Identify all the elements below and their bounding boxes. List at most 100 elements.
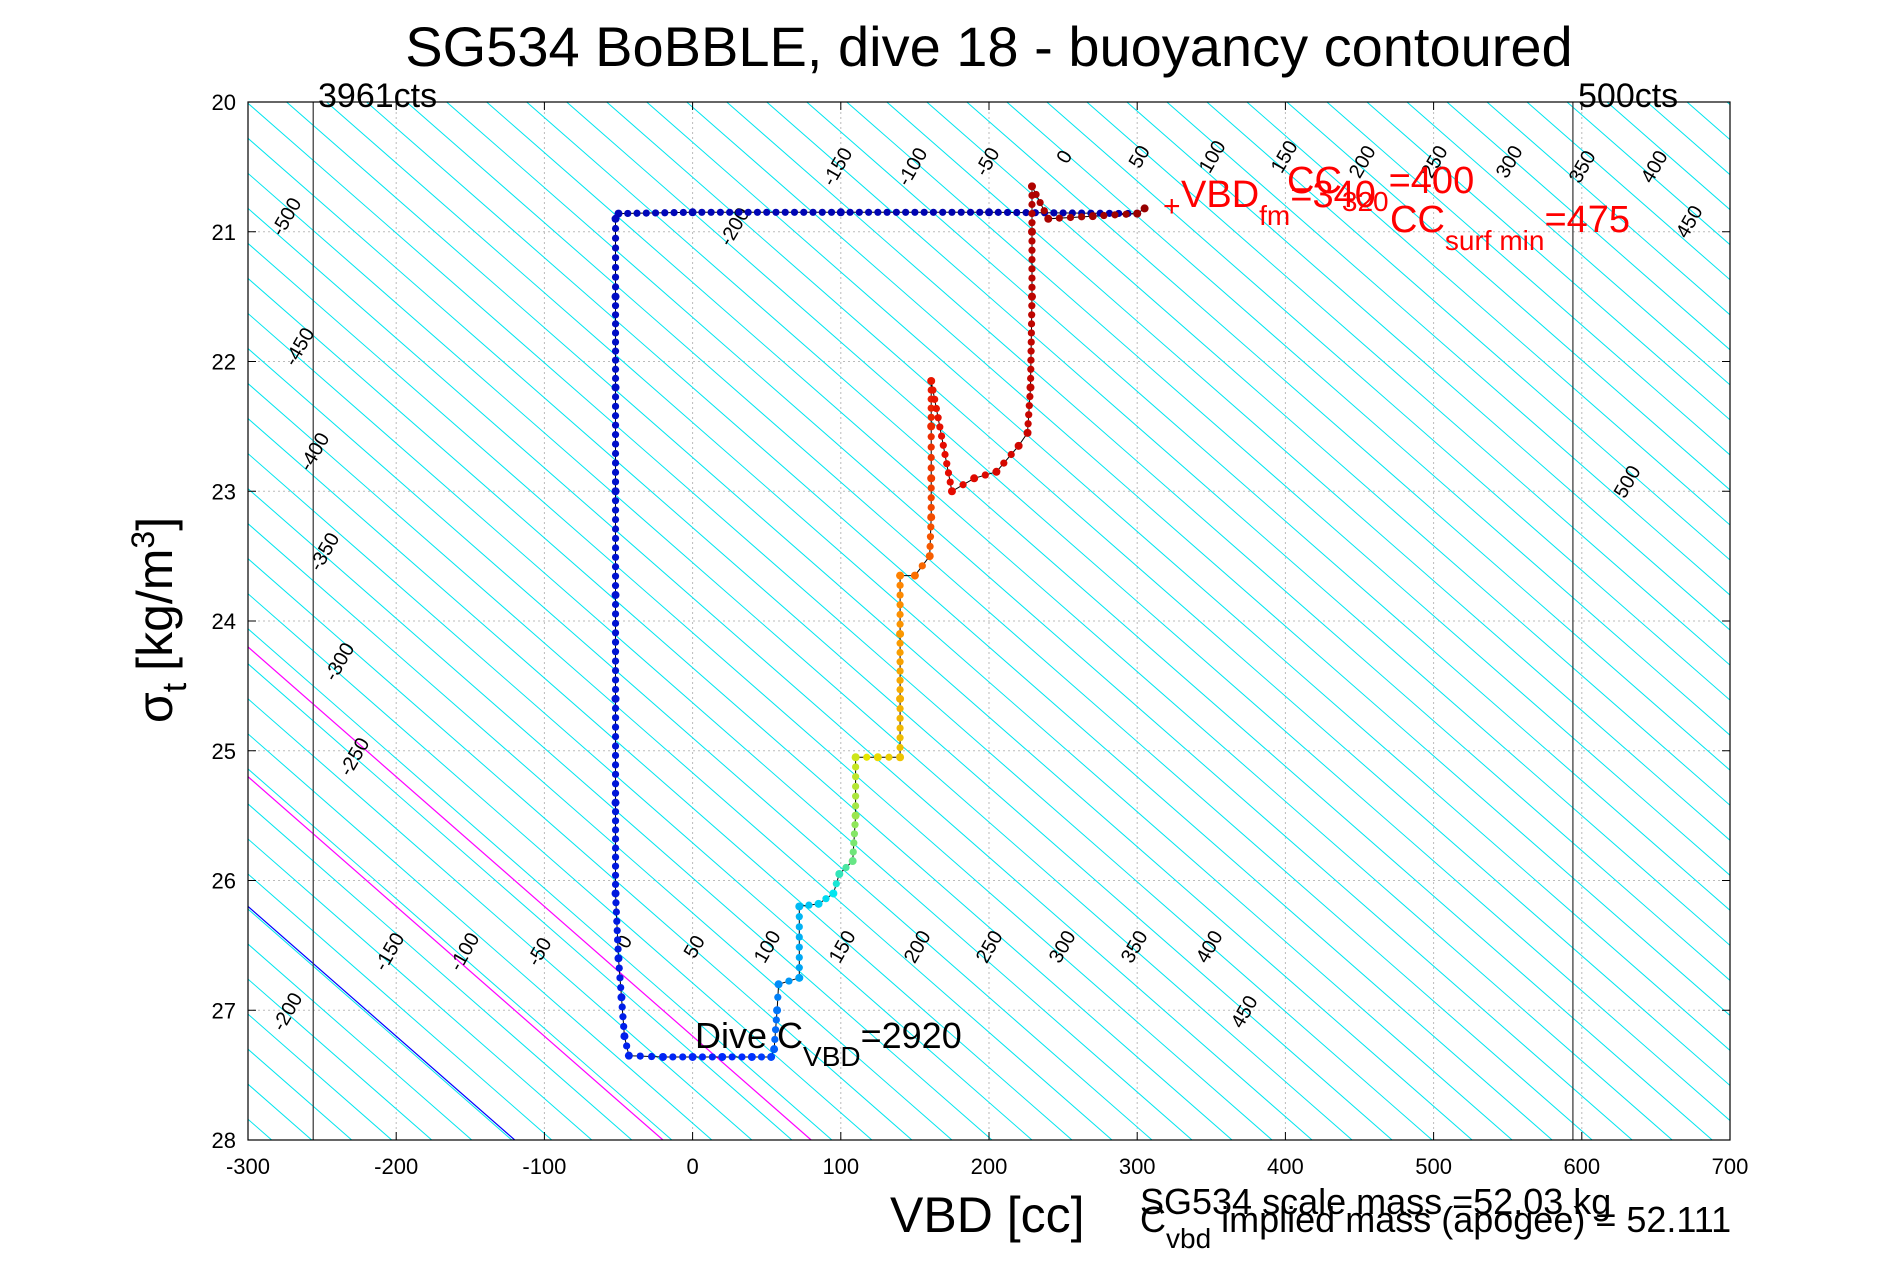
- profile-point: [948, 208, 956, 216]
- profile-point: [832, 880, 840, 888]
- profile-point: [753, 208, 762, 216]
- contour-label: -400: [295, 429, 334, 475]
- profile-point: [771, 1035, 779, 1044]
- profile-point: [814, 899, 823, 908]
- contour-label-layer: -500-450-400-350-300-250-200-150 -100 -50 0…: [267, 137, 1707, 1035]
- profile-point: [1003, 208, 1012, 217]
- contour-label: -500: [267, 194, 306, 240]
- profile-point: [852, 802, 860, 810]
- profile-point: [835, 870, 844, 879]
- profile-point: [851, 753, 860, 762]
- profile-point: [934, 414, 942, 422]
- buoyancy-contour: [1366, 102, 1730, 421]
- buoyancy-contour: [686, 102, 1730, 1017]
- vbd-fm-annotation: VBDfm=340: [1181, 174, 1376, 231]
- profile-point: [698, 1053, 707, 1061]
- profile-point: [927, 413, 935, 421]
- profile-point: [946, 478, 954, 486]
- profile-point: [850, 839, 858, 847]
- buoyancy-contour: [248, 558, 913, 1140]
- profile-point: [611, 431, 620, 439]
- buoyancy-contour: [486, 102, 1673, 1140]
- x-tick-label: -100: [522, 1154, 566, 1179]
- profile-point: [1014, 441, 1023, 450]
- profile-point: [931, 395, 939, 403]
- profile-point: [611, 487, 620, 496]
- profile-point: [957, 208, 965, 216]
- buoyancy-contour: [1807, 102, 1891, 1140]
- profile-point: [767, 1052, 776, 1061]
- x-tick-label: 700: [1712, 1154, 1749, 1179]
- y-tick-label: 24: [212, 609, 236, 634]
- profile-point: [785, 977, 793, 985]
- profile-point: [611, 365, 620, 373]
- buoyancy-contour: [1286, 102, 1730, 491]
- profile-point: [896, 639, 904, 647]
- contour-label: -100: [893, 144, 932, 190]
- profile-point: [937, 432, 946, 440]
- buoyancy-contour: [248, 838, 593, 1140]
- profile-point: [611, 853, 620, 861]
- buoyancy-contour: [566, 102, 1730, 1122]
- buoyancy-contour: [646, 102, 1730, 1052]
- contour-label: -200: [268, 989, 307, 1035]
- buoyancy-contour: [806, 102, 1730, 912]
- buoyancy-contour: [0, 102, 72, 1140]
- profile-point: [611, 273, 620, 281]
- profile-point: [611, 591, 620, 600]
- profile-point: [1028, 265, 1036, 273]
- profile-point: [1022, 209, 1030, 217]
- profile-point: [855, 208, 863, 216]
- profile-point: [896, 676, 904, 684]
- profile-point: [1028, 283, 1036, 291]
- profile-point: [795, 902, 804, 911]
- profile-point: [902, 208, 910, 216]
- profile-point: [718, 1052, 727, 1061]
- profile-point: [774, 980, 783, 989]
- profile-point: [896, 601, 904, 609]
- buoyancy-contour: [1406, 102, 1730, 386]
- profile-point: [994, 208, 1002, 216]
- profile-point: [611, 329, 620, 337]
- profile-point: [790, 208, 799, 216]
- profile-point: [927, 422, 936, 431]
- profile-point: [611, 732, 620, 741]
- profile-point: [1032, 190, 1040, 199]
- x-axis-label: VBD [cc]: [890, 1187, 1084, 1243]
- profile-point: [1027, 227, 1036, 236]
- profile-point: [896, 658, 904, 666]
- profile-point: [735, 208, 743, 216]
- y-tick-label: 28: [212, 1128, 236, 1153]
- profile-point: [1105, 209, 1114, 217]
- profile-point: [896, 685, 904, 694]
- y-axis-label: σt [kg/m3]: [125, 517, 194, 723]
- profile-point: [805, 901, 813, 909]
- profile-point: [896, 581, 904, 589]
- svg-text:σt[kg/m3]: σt [kg/m3]: [125, 517, 194, 723]
- profile-point: [892, 208, 900, 216]
- buoyancy-contour: [248, 733, 713, 1140]
- profile-point: [896, 610, 904, 619]
- profile-point: [611, 283, 620, 291]
- profile-point: [818, 208, 826, 216]
- profile-point: [1027, 182, 1036, 191]
- profile-point: [1028, 209, 1036, 218]
- profile-point: [827, 208, 836, 216]
- profile-point: [771, 1026, 780, 1034]
- profile-point: [1028, 311, 1036, 319]
- profile-point: [926, 542, 934, 550]
- profile-point: [633, 209, 641, 217]
- profile-point: [1078, 213, 1086, 221]
- x-tick-label: 0: [686, 1154, 698, 1179]
- buoyancy-contour: [1006, 102, 1730, 736]
- x-tick-label: 500: [1415, 1154, 1452, 1179]
- buoyancy-contour: [248, 312, 1193, 1140]
- profile-point: [852, 792, 860, 800]
- profile-point: [623, 1042, 631, 1050]
- profile-point: [611, 694, 620, 703]
- profile-point: [688, 1052, 697, 1061]
- profile-point: [611, 629, 620, 637]
- profile-point: [1059, 209, 1067, 217]
- profile-point: [620, 1032, 629, 1041]
- profile-point: [874, 208, 882, 216]
